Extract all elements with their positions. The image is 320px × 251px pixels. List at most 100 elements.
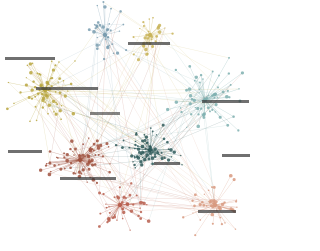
node — [93, 149, 95, 151]
node — [87, 154, 89, 156]
network-graph — [0, 0, 251, 251]
node — [143, 134, 145, 136]
node — [97, 21, 100, 24]
node — [122, 218, 124, 220]
node — [135, 132, 137, 134]
node — [61, 105, 63, 107]
node — [54, 64, 56, 66]
node — [98, 225, 101, 228]
node — [202, 78, 204, 80]
node — [142, 201, 144, 203]
node — [106, 46, 109, 49]
node — [228, 57, 230, 59]
node — [63, 152, 65, 154]
node — [196, 125, 200, 129]
node — [145, 53, 148, 56]
node — [52, 100, 55, 103]
node — [102, 1, 104, 3]
hub-node — [103, 33, 107, 37]
node — [147, 139, 148, 140]
node — [232, 115, 235, 118]
node — [209, 110, 211, 112]
node — [59, 109, 62, 112]
node — [41, 93, 43, 95]
node — [206, 205, 208, 207]
node — [143, 25, 145, 27]
node — [37, 92, 40, 95]
label-block — [90, 112, 120, 115]
node — [29, 62, 32, 65]
node — [48, 173, 52, 177]
node — [207, 106, 210, 109]
node — [190, 113, 192, 115]
node — [199, 82, 201, 84]
node — [134, 167, 136, 169]
node — [209, 202, 211, 204]
node — [94, 163, 97, 166]
node — [211, 186, 213, 188]
node — [107, 36, 109, 38]
node — [215, 111, 217, 113]
node — [201, 201, 204, 204]
node — [228, 72, 230, 74]
node — [96, 44, 99, 47]
node — [199, 219, 201, 221]
node — [48, 104, 51, 107]
hub-node — [148, 33, 152, 37]
node — [182, 216, 184, 218]
node — [129, 229, 130, 230]
node — [70, 139, 74, 143]
node — [60, 118, 62, 120]
node — [140, 152, 143, 155]
node — [91, 163, 94, 166]
node — [90, 147, 91, 148]
label-block — [60, 177, 116, 180]
node — [139, 160, 142, 163]
node — [122, 24, 124, 26]
node — [19, 91, 21, 93]
page: (() => { const ns = 'http://www.w3.org/2… — [0, 0, 251, 251]
node — [164, 156, 166, 158]
node — [186, 127, 187, 128]
node — [97, 37, 98, 38]
node — [146, 204, 147, 205]
node — [88, 155, 90, 157]
node — [136, 194, 138, 196]
node — [185, 89, 188, 92]
node — [96, 182, 98, 184]
node — [72, 151, 73, 152]
node — [149, 152, 152, 155]
node — [108, 146, 110, 148]
node — [221, 223, 223, 225]
label-block — [202, 100, 249, 103]
node — [50, 94, 52, 96]
node — [75, 173, 76, 174]
node — [241, 71, 244, 74]
node — [175, 100, 178, 103]
label-block — [36, 87, 98, 90]
node — [26, 77, 27, 78]
node — [129, 194, 132, 197]
node — [132, 36, 134, 38]
node — [56, 157, 58, 159]
node — [224, 222, 226, 224]
node — [114, 196, 116, 198]
node — [69, 166, 72, 169]
node — [98, 192, 101, 195]
node — [139, 28, 140, 29]
node — [134, 157, 136, 159]
node — [140, 211, 142, 213]
node — [132, 203, 134, 205]
node — [32, 63, 34, 65]
node — [135, 141, 137, 143]
node — [130, 209, 133, 212]
node — [63, 80, 64, 81]
node — [137, 147, 140, 150]
node — [151, 45, 154, 48]
node — [109, 163, 110, 164]
node — [237, 129, 239, 131]
node — [208, 189, 210, 191]
node — [175, 69, 177, 71]
node — [204, 194, 205, 195]
node — [55, 102, 57, 104]
